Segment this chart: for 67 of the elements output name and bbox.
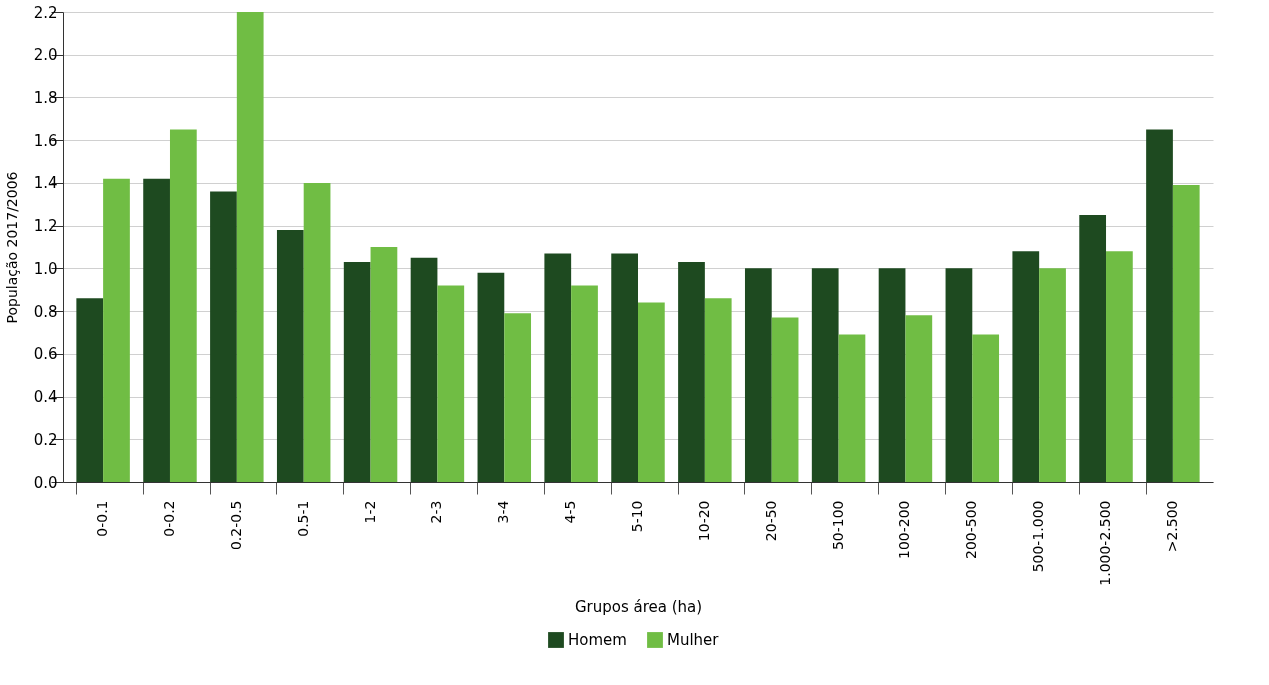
bar [704,298,732,482]
bar [210,191,237,482]
legend-label: Homem [568,631,627,649]
x-tick-label: 4-5 [562,500,579,524]
x-tick-label: 0.5-1 [294,500,311,537]
bar [1012,251,1040,482]
x-tick-label: 100-200 [896,500,913,559]
y-tick-label: 1.0 [33,259,58,278]
bar [343,261,371,482]
bar [1079,214,1107,482]
y-tick-label: 2.2 [33,3,58,22]
bar [771,317,799,482]
y-tick-label: 2.0 [33,46,58,65]
bar [370,247,398,482]
bar [437,285,465,482]
x-tick-label: 5-10 [629,500,645,533]
x-tick-label: 20-50 [762,500,779,542]
bar [678,261,705,482]
y-tick-label: 0.0 [33,473,58,492]
bar [103,178,130,482]
y-tick-label: 0.2 [33,430,58,449]
x-tick-label: 1-2 [361,500,378,524]
bar [410,257,438,482]
x-tick-label: 0-0.1 [94,500,111,537]
bar [276,229,304,482]
bar [638,302,665,482]
bar [1106,251,1133,482]
legend-label: Mulher [667,631,720,649]
bar [1146,129,1173,482]
x-tick-label: 500-1.000 [1030,500,1047,573]
y-tick-label: 1.2 [33,217,58,236]
bar [878,268,906,482]
x-tick-label: 200-500 [963,500,980,559]
x-tick-label: 0-0.2 [160,500,177,537]
x-tick-label: 2-3 [428,500,445,524]
y-tick-label: 1.6 [33,131,58,150]
x-tick-label: 10-20 [695,500,712,542]
bar [143,178,170,482]
bar [972,334,1000,482]
y-tick-label: 1.8 [33,88,58,107]
bar [945,268,973,482]
bar [838,334,866,482]
bar [905,315,933,482]
bar [1172,185,1200,482]
x-tick-label: 3-4 [495,500,512,524]
y-tick-label: 0.8 [33,302,58,321]
x-tick-label: 50-100 [829,500,846,551]
bar [1039,268,1066,482]
bar [504,313,532,482]
y-tick-label: 0.6 [33,345,58,364]
bar [811,268,839,482]
bar [611,253,638,482]
bar [169,129,197,482]
y-axis-title: População 2017/2006 [3,171,20,324]
bar [477,272,505,482]
y-tick-label: 0.4 [33,388,58,407]
x-tick-label: 1.000-2.500 [1097,500,1114,586]
y-tick-label: 1.4 [33,174,58,193]
bar [544,253,572,482]
bar [571,285,598,482]
bar [744,268,772,482]
x-axis-title: Grupos área (ha) [574,597,703,616]
x-tick-label: >2.500 [1163,500,1180,553]
bar [76,298,104,482]
bar [236,12,264,482]
x-tick-label: 0.2-0.5 [227,500,244,551]
bar [303,182,331,482]
